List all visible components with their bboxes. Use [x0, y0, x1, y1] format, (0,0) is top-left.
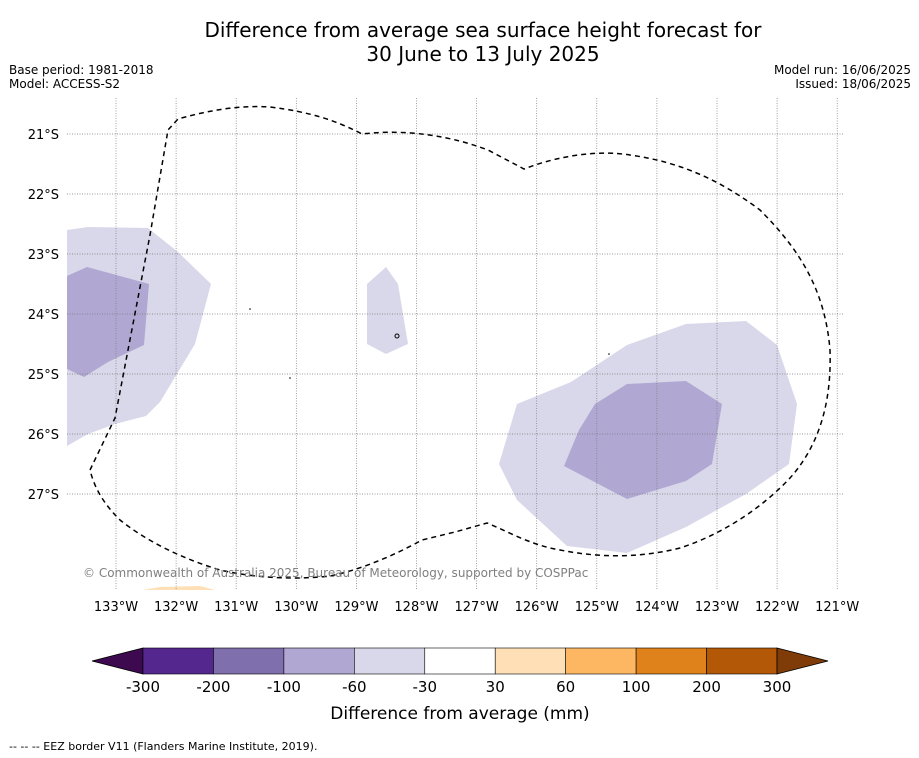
- eez-footnote: -- -- -- EEZ border V11 (Flanders Marine…: [9, 740, 318, 753]
- lon-tick-label: 130°W: [274, 600, 318, 615]
- model-name: Model: ACCESS-S2: [9, 77, 121, 91]
- colorbar-swatch: [354, 647, 426, 675]
- colorbar-tick-label: -30: [413, 678, 438, 696]
- colorbar-swatch: [565, 647, 637, 675]
- model-run: Model run: 16/06/2025: [773, 63, 911, 77]
- title-line-2: 30 June to 13 July 2025: [366, 42, 600, 66]
- colorbar-tick-label: -100: [267, 678, 301, 696]
- gridlines: [67, 98, 843, 590]
- title-line-1: Difference from average sea surface heig…: [204, 18, 762, 42]
- colorbar-tick-label: -60: [342, 678, 367, 696]
- lon-tick-label: 128°W: [394, 600, 438, 615]
- longitude-labels: 133°W 132°W 131°W 130°W 129°W 128°W 127°W 126°W…: [94, 600, 860, 615]
- lat-tick-label: 24°S: [28, 308, 59, 323]
- lon-tick-label: 121°W: [815, 600, 859, 615]
- lon-tick-label: 127°W: [455, 600, 499, 615]
- anomaly-shading: [67, 227, 797, 590]
- anomaly-region-east-medium: [564, 381, 722, 499]
- anomaly-region-central: [367, 267, 408, 354]
- island-speck-3: [289, 377, 291, 379]
- latitude-labels: 21°S 22°S 23°S 24°S 25°S 26°S 27°S: [28, 128, 59, 503]
- colorbar-tick-label: 200: [692, 678, 721, 696]
- meta-left: Base period: 1981-2018 Model: ACCESS-S2: [9, 63, 154, 91]
- issued-date: Issued: 18/06/2025: [795, 77, 911, 91]
- colorbar-label: Difference from average (mm): [330, 704, 589, 724]
- lat-tick-label: 26°S: [28, 428, 59, 443]
- lon-tick-label: 125°W: [575, 600, 619, 615]
- lon-tick-label: 131°W: [214, 600, 258, 615]
- colorbar-low-extend: [91, 647, 144, 675]
- colorbar-tick-label: 30: [486, 678, 505, 696]
- colorbar-tick-label: 60: [556, 678, 575, 696]
- lat-tick-label: 22°S: [28, 188, 59, 203]
- lon-tick-label: 123°W: [695, 600, 739, 615]
- lat-tick-label: 27°S: [28, 488, 59, 503]
- island-speck-1: [394, 333, 400, 339]
- colorbar-tick-label: -200: [196, 678, 230, 696]
- colorbar-swatch: [635, 647, 707, 675]
- colorbar-high-extend: [776, 647, 829, 675]
- meta-right: Model run: 16/06/2025 Issued: 18/06/2025: [774, 63, 911, 91]
- base-period: Base period: 1981-2018: [9, 63, 154, 77]
- lat-tick-label: 25°S: [28, 368, 59, 383]
- lat-tick-label: 23°S: [28, 248, 59, 263]
- colorbar-tick-label: 100: [622, 678, 651, 696]
- anomaly-region-positive: [143, 586, 215, 590]
- colorbar-swatch: [142, 647, 214, 675]
- lon-tick-label: 122°W: [755, 600, 799, 615]
- colorbar-tick-label: -300: [126, 678, 160, 696]
- lon-tick-label: 132°W: [154, 600, 198, 615]
- island-speck-4: [608, 353, 610, 355]
- colorbar-swatch: [424, 647, 496, 675]
- copyright-note: © Commonwealth of Australia 2025, Bureau…: [83, 566, 588, 580]
- lat-tick-label: 21°S: [28, 128, 59, 143]
- island-speck-2: [249, 308, 251, 310]
- colorbar: -300 -200 -100 -60 -30 30 60 100 200 300: [91, 647, 829, 696]
- lon-tick-label: 124°W: [635, 600, 679, 615]
- colorbar-tick-label: 300: [763, 678, 792, 696]
- lon-tick-label: 133°W: [94, 600, 138, 615]
- lon-tick-label: 129°W: [334, 600, 378, 615]
- map-title: Difference from average sea surface heig…: [0, 18, 919, 66]
- eez-border: [89, 105, 831, 579]
- colorbar-swatch: [494, 647, 566, 675]
- colorbar-swatch: [283, 647, 355, 675]
- colorbar-swatch: [213, 647, 285, 675]
- colorbar-swatch: [706, 647, 778, 675]
- lon-tick-label: 126°W: [515, 600, 559, 615]
